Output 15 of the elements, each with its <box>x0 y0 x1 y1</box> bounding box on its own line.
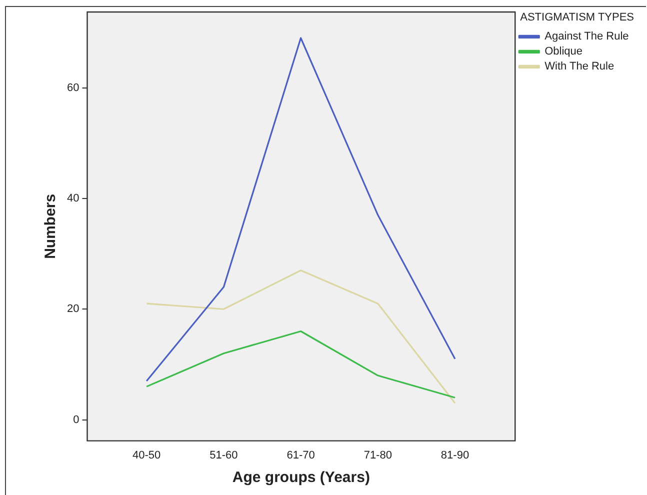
y-tick-label: 20 <box>66 303 80 316</box>
x-tick-label: 51-60 <box>210 449 238 462</box>
x-axis-title: Age groups (Years) <box>232 469 370 486</box>
x-tick-label: 61-70 <box>286 449 315 462</box>
x-tick-label: 81-90 <box>440 449 470 462</box>
legend-label: Against The Rule <box>544 30 629 43</box>
x-tick-label: 40-50 <box>132 449 161 462</box>
legend-label: With The Rule <box>544 60 614 73</box>
legend-title: ASTIGMATISM TYPES <box>520 12 634 24</box>
y-tick-label: 60 <box>66 82 80 94</box>
y-tick-label: 40 <box>66 192 80 204</box>
x-tick-label: 71-80 <box>364 449 392 462</box>
legend-label: Oblique <box>544 46 583 58</box>
y-tick-label: 0 <box>73 414 80 426</box>
y-axis-title: Numbers <box>42 194 60 259</box>
